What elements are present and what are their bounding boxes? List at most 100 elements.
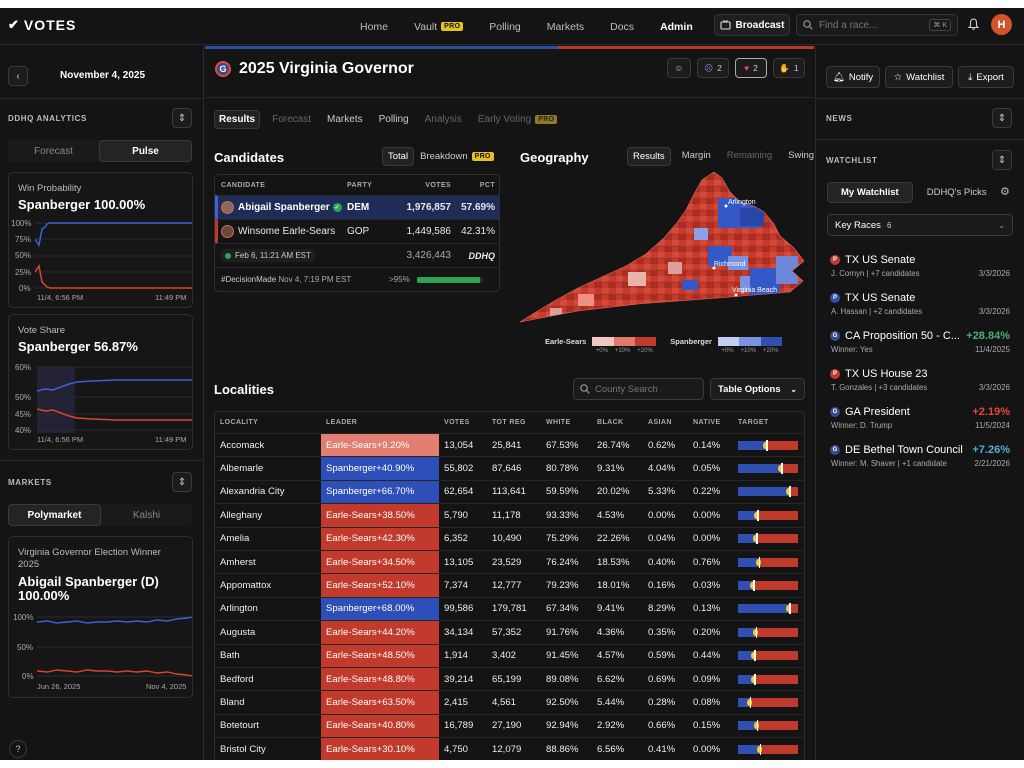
table-header: LOCALITY LEADER VOTES TOT REG WHITE BLAC… — [215, 412, 804, 433]
watchlist-item[interactable]: P TX US Senate A. Hassan | +2 candidates — [830, 292, 1010, 316]
watchlist-item[interactable]: P TX US House 23 T. Gonzales | +3 candidat… — [830, 368, 1010, 392]
table-row[interactable]: Appomattox Earle-Sears+52.10% 7,374 12,777 7… — [215, 573, 804, 597]
tab-geo-results[interactable]: Results — [627, 147, 671, 166]
tab-markets[interactable]: Markets — [327, 114, 363, 125]
watchlist-button[interactable]: ☆ Watchlist — [885, 66, 953, 88]
card-value: Spanberger 56.87% — [18, 339, 138, 354]
race-subtitle: A. Hassan | +2 candidates — [831, 307, 923, 316]
card-value: Spanberger 100.00% — [18, 197, 146, 212]
back-button[interactable]: ‹ — [8, 66, 28, 86]
tab-forecast[interactable]: Forecast — [34, 145, 73, 157]
tab-polling[interactable]: Polling — [378, 114, 409, 125]
col-header[interactable]: TOT REG — [492, 419, 526, 426]
table-row[interactable]: Alexandria City Spanberger+66.70% 62,654 11… — [215, 479, 804, 504]
candidate-row[interactable]: Abigail Spanberger ✓ DEM 1,976,857 57.69% — [215, 195, 499, 219]
nav-vault[interactable]: Vault PRO — [414, 21, 464, 33]
table-row[interactable]: Amelia Earle-Sears+42.30% 6,352 10,490 75.29… — [215, 526, 804, 550]
notify-button[interactable]: 🔔︎ Notify — [826, 66, 880, 88]
dem-share-fill — [738, 464, 781, 474]
black-cell: 9.41% — [597, 603, 625, 615]
updated-time: Feb 6, 11:21 AM EST — [235, 251, 311, 260]
nav-polling[interactable]: Polling — [489, 21, 521, 33]
table-row[interactable]: Alleghany Earle-Sears+38.50% 5,790 11,178 93… — [215, 503, 804, 527]
asian-cell: 0.00% — [648, 509, 676, 521]
logo[interactable]: ✔ VOTES — [8, 17, 76, 33]
white-cell: 67.34% — [546, 603, 579, 615]
watchlist-item[interactable]: P TX US Senate J. Cornyn | +7 candidates — [830, 254, 1010, 278]
nav-docs[interactable]: Docs — [610, 21, 634, 33]
table-row[interactable]: Augusta Earle-Sears+44.20% 34,134 57,352 91.… — [215, 620, 804, 644]
margin-value: +2.19% — [972, 406, 1010, 418]
legend-rep-scale: +0% +10% +20% — [592, 337, 657, 354]
angry-face-icon: ☹ — [704, 62, 714, 73]
broadcast-button[interactable]: Broadcast — [714, 14, 790, 36]
analytics-toggle-button[interactable]: ⇕ — [172, 108, 192, 128]
locality-name: Bristol City — [220, 743, 266, 755]
watchlist-item-meta: 3/3/2026 — [979, 254, 1010, 278]
nav-admin[interactable]: Admin — [660, 21, 693, 33]
watchlist-item[interactable]: G GA President Winner: D. Trump — [830, 406, 1010, 430]
ddhq-logo: DDHQ — [468, 250, 496, 261]
table-row[interactable]: Bland Earle-Sears+63.50% 2,415 4,561 92.50% 5… — [215, 690, 804, 714]
race-search[interactable]: ⌘ K — [796, 14, 958, 36]
table-row[interactable]: Bath Earle-Sears+48.50% 1,914 3,402 91.45% 4.… — [215, 643, 804, 667]
col-header[interactable]: TARGET — [738, 419, 769, 426]
watchlist-toggle-button[interactable]: ⇕ — [992, 150, 1012, 170]
key-races-dropdown[interactable]: Key Races 6 ⌄ — [827, 214, 1013, 236]
tab-forecast[interactable]: Forecast — [272, 114, 312, 125]
table-row[interactable]: Accomack Earle-Sears+9.20% 13,054 25,841 67.… — [215, 433, 804, 457]
help-button[interactable]: ? — [9, 740, 27, 758]
tab-polymarket[interactable]: Polymarket — [8, 504, 101, 526]
col-header[interactable]: BLACK — [597, 419, 624, 426]
virginia-map[interactable]: Arlington Richmond Virginia Beach — [518, 168, 808, 328]
news-toggle-button[interactable]: ⇕ — [992, 108, 1012, 128]
search-input[interactable] — [819, 19, 919, 31]
watchlist-item-meta: 3/3/2026 — [979, 292, 1010, 316]
target-cell — [733, 650, 803, 662]
export-button[interactable]: ⤓ Export — [958, 66, 1014, 88]
tab-early-voting[interactable]: Early Voting PRO — [474, 111, 561, 128]
table-row[interactable]: Bristol City Earle-Sears+30.10% 4,750 12,07… — [215, 737, 804, 760]
watchlist-item[interactable]: G DE Bethel Town Council Winner: M. Shaver… — [830, 444, 1010, 468]
pro-badge: PRO — [441, 22, 464, 31]
reaction-heart[interactable]: ♥ 2 — [735, 58, 767, 78]
tab-ddhq-picks[interactable]: DDHQ's Picks — [926, 187, 987, 198]
tab-analysis[interactable]: Analysis — [424, 114, 462, 125]
col-header[interactable]: VOTES — [444, 419, 470, 426]
gear-icon[interactable]: ⚙ — [1000, 186, 1010, 198]
table-row[interactable]: Arlington Spanberger+68.00% 99,586 179,781 6… — [215, 596, 804, 621]
toggle-breakdown[interactable]: Breakdown PRO — [420, 151, 494, 162]
bell-icon[interactable] — [967, 18, 980, 33]
reaction-pray[interactable]: ✋ 1 — [773, 58, 805, 78]
tab-geo-remaining[interactable]: Remaining — [726, 150, 773, 161]
reaction-angry[interactable]: ☹ 2 — [697, 58, 729, 78]
tab-pulse[interactable]: Pulse — [99, 140, 192, 162]
tab-my-watchlist[interactable]: My Watchlist — [827, 182, 913, 203]
col-header[interactable]: NATIVE — [693, 419, 721, 426]
avatar[interactable]: H — [991, 14, 1012, 35]
nav-home[interactable]: Home — [360, 21, 388, 33]
tab-geo-swing[interactable]: Swing — [788, 150, 815, 161]
nav-markets[interactable]: Markets — [547, 21, 584, 33]
col-header[interactable]: WHITE — [546, 419, 571, 426]
candidate-row[interactable]: Winsome Earle-Sears GOP 1,449,586 42.31% — [215, 219, 499, 243]
col-header[interactable]: ASIAN — [648, 419, 672, 426]
target-marker — [758, 556, 761, 568]
table-row[interactable]: Albemarle Spanberger+40.90% 55,802 87,646 80… — [215, 456, 804, 480]
col-header[interactable]: LEADER — [326, 419, 358, 426]
col-header[interactable]: LOCALITY — [220, 419, 259, 426]
toggle-total[interactable]: Total — [382, 147, 415, 166]
markets-toggle-button[interactable]: ⇕ — [172, 472, 192, 492]
table-row[interactable]: Bedford Earle-Sears+48.80% 39,214 65,199 89.… — [215, 666, 804, 691]
add-reaction-button[interactable]: ☺ — [667, 58, 691, 78]
table-row[interactable]: Amherst Earle-Sears+34.50% 13,105 23,529 76.… — [215, 549, 804, 574]
table-options-dropdown[interactable]: Table Options ⌄ — [710, 378, 805, 400]
county-search-input[interactable] — [595, 383, 695, 395]
tab-results[interactable]: Results — [214, 110, 261, 129]
watchlist-item[interactable]: G CA Proposition 50 - C... Winner: Yes — [830, 330, 1010, 354]
locality-name: Amherst — [220, 556, 256, 568]
tab-kalshi[interactable]: Kalshi — [132, 509, 161, 521]
county-search[interactable] — [573, 378, 704, 400]
table-row[interactable]: Botetourt Earle-Sears+40.80% 16,789 27,190 9… — [215, 713, 804, 738]
tab-geo-margin[interactable]: Margin — [681, 150, 711, 161]
